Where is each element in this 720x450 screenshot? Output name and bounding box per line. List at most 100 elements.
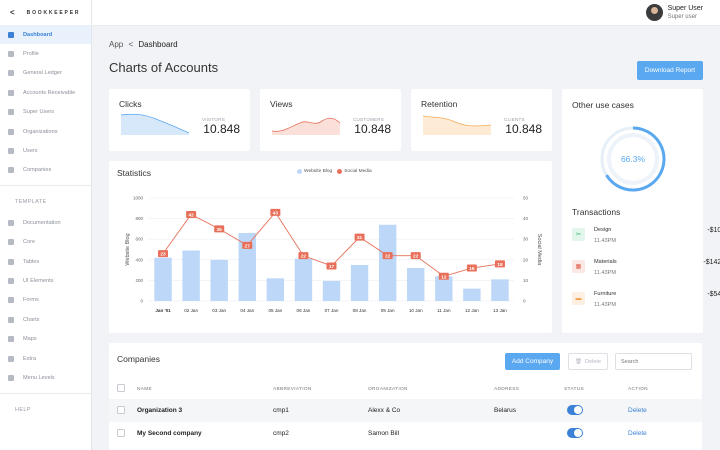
materials-icon: ▦: [572, 260, 585, 273]
sidebar-item-extra[interactable]: Extra: [0, 349, 91, 368]
bar: [154, 257, 172, 301]
column-header-abbreviation[interactable]: ABBREVIATION: [273, 387, 312, 392]
y2-axis-title: Social Media: [536, 234, 542, 266]
delete-link[interactable]: Delete: [628, 407, 647, 414]
column-header-address[interactable]: ADDRESS: [494, 387, 520, 392]
sidebar-item-forms[interactable]: Forms: [0, 291, 91, 310]
page-title: Charts of Accounts: [109, 60, 219, 75]
sidebar-item-label: Organizations: [23, 128, 58, 135]
transaction-time: 11.43PM: [594, 238, 616, 244]
y-tick-label: 1000: [133, 196, 144, 201]
clicks-sparkline: [121, 113, 190, 135]
views-label: Views: [270, 99, 293, 109]
user-menu[interactable]: Super User Super user: [645, 4, 703, 21]
sidebar-item-maps[interactable]: Maps: [0, 329, 91, 348]
transaction-time: 11.43PM: [594, 302, 616, 308]
column-header-name[interactable]: NAME: [137, 387, 153, 392]
y-tick-label: 800: [135, 216, 143, 221]
user-name: Super User: [667, 5, 703, 12]
status-toggle[interactable]: [567, 405, 583, 415]
sidebar-item-label: Menu Levels: [23, 374, 55, 381]
breadcrumb: App < Dashboard: [109, 40, 178, 49]
documentation-icon: [8, 219, 14, 226]
x-tick-label: 08 Jan: [353, 308, 367, 313]
core-icon: [8, 239, 14, 246]
sidebar-item-dashboard[interactable]: Dashboard: [0, 25, 91, 45]
table-row[interactable]: My Second company cmp2 Samon Bill Delete: [109, 422, 702, 445]
bar: [210, 259, 228, 301]
data-point: [410, 252, 421, 260]
bar: [350, 264, 369, 301]
sidebar-item-ui-elements[interactable]: UI Elements: [0, 271, 91, 290]
receivable-icon: [8, 89, 14, 96]
delete-button-label: Delete: [585, 358, 601, 365]
download-report-button[interactable]: Download Report: [637, 61, 703, 80]
sidebar-item-organizations[interactable]: Organizations: [0, 122, 91, 141]
statistics-title: Statistics: [117, 168, 152, 178]
sidebar-item-documentation[interactable]: Documentation: [0, 213, 91, 232]
y2-tick-label: 20: [523, 257, 529, 262]
sidebar-item-super-users[interactable]: Super Users: [0, 103, 91, 122]
column-header-action[interactable]: ACTION: [628, 387, 648, 392]
column-header-status[interactable]: STATUS: [564, 387, 585, 392]
sidebar-item-label: General Ledger: [23, 70, 62, 77]
clicks-sub: VISITORS: [202, 117, 225, 122]
sidebar-item-label: Documentation: [23, 219, 61, 226]
add-company-button[interactable]: Add Company: [505, 353, 560, 370]
sidebar-item-companies[interactable]: Companies: [0, 161, 91, 180]
legend-website-blog[interactable]: Website Blog: [304, 169, 333, 174]
avatar[interactable]: [645, 4, 663, 21]
delete-button[interactable]: 🗑 Delete: [568, 353, 608, 370]
sidebar-item-label: Companies: [23, 167, 52, 174]
data-point: [242, 241, 253, 249]
topbar: Super User Super user: [92, 0, 720, 26]
transaction-row[interactable]: ▦ Materials 11.43PM -$142.23: [572, 256, 720, 280]
sidebar-item-tables[interactable]: Tables: [0, 252, 91, 271]
retention-sub: CLIENTS: [504, 117, 525, 122]
sidebar-item-general-ledger[interactable]: General Ledger: [0, 64, 91, 83]
transaction-name: Materials: [594, 259, 617, 265]
company-name[interactable]: My Second company: [137, 430, 202, 437]
sidebar-item-profile[interactable]: Profile: [0, 44, 91, 63]
search-input[interactable]: [615, 353, 692, 370]
sidebar-item-core[interactable]: Core: [0, 233, 91, 252]
retention-card: Retention CLIENTS 10.848: [411, 89, 552, 151]
delete-link[interactable]: Delete: [628, 430, 647, 437]
x-tick-label: 10 Jan: [409, 308, 423, 313]
data-label: 17: [329, 264, 335, 270]
sidebar-item-label: Profile: [23, 51, 39, 58]
column-header-organization[interactable]: ORGANIZATION: [368, 387, 408, 392]
charts-icon: [8, 316, 14, 323]
data-point: [326, 262, 337, 270]
status-toggle[interactable]: [567, 428, 583, 438]
transaction-name: Design: [594, 227, 612, 233]
sidebar-item-charts[interactable]: Charts: [0, 310, 91, 329]
data-label: 16: [469, 266, 475, 272]
bar: [407, 268, 425, 301]
sidebar-item-menu-levels[interactable]: Menu Levels: [0, 368, 91, 387]
transaction-row[interactable]: ▬ Furniture 11.43PM -$54.23: [572, 288, 720, 312]
select-all-checkbox[interactable]: [117, 384, 125, 392]
row-checkbox[interactable]: [117, 406, 125, 414]
sidebar-item-accounts-receivable[interactable]: Accounts Receivable: [0, 83, 91, 102]
row-checkbox[interactable]: [117, 429, 125, 437]
breadcrumb-current: Dashboard: [138, 40, 178, 49]
transaction-row[interactable]: ✂ Design 11.43PM -$10.23: [572, 224, 720, 248]
extra-icon: [8, 355, 14, 362]
chevron-left-icon[interactable]: <: [10, 8, 15, 17]
views-card: Views CUSTOMERS 10.848: [260, 89, 401, 151]
views-value: 10.848: [354, 122, 391, 136]
y-tick-label: 0: [140, 299, 143, 304]
sidebar-item-users[interactable]: Users: [0, 141, 91, 160]
progress-ring: [600, 126, 666, 192]
company-name[interactable]: Organization 3: [137, 407, 183, 414]
table-row[interactable]: Organization 3 cmp1 Alexx & Co Belarus Delet…: [109, 399, 702, 422]
views-sparkline: [272, 117, 341, 135]
legend-social-media[interactable]: Social Media: [344, 169, 372, 174]
breadcrumb-root[interactable]: App: [109, 40, 124, 49]
help-heading: HELP: [15, 406, 31, 413]
data-label: 42: [188, 212, 194, 218]
menu-levels-icon: [8, 374, 14, 381]
sidebar-item-label: Tables: [23, 258, 40, 265]
y-axis-title: Website Blog: [125, 233, 131, 265]
